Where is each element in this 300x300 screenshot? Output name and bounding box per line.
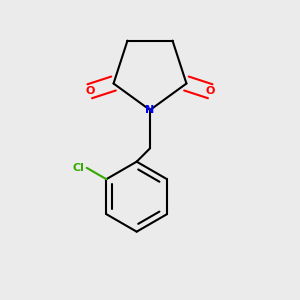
- Text: N: N: [146, 105, 154, 115]
- Text: O: O: [85, 86, 94, 96]
- Text: Cl: Cl: [72, 163, 84, 173]
- Text: O: O: [206, 86, 215, 96]
